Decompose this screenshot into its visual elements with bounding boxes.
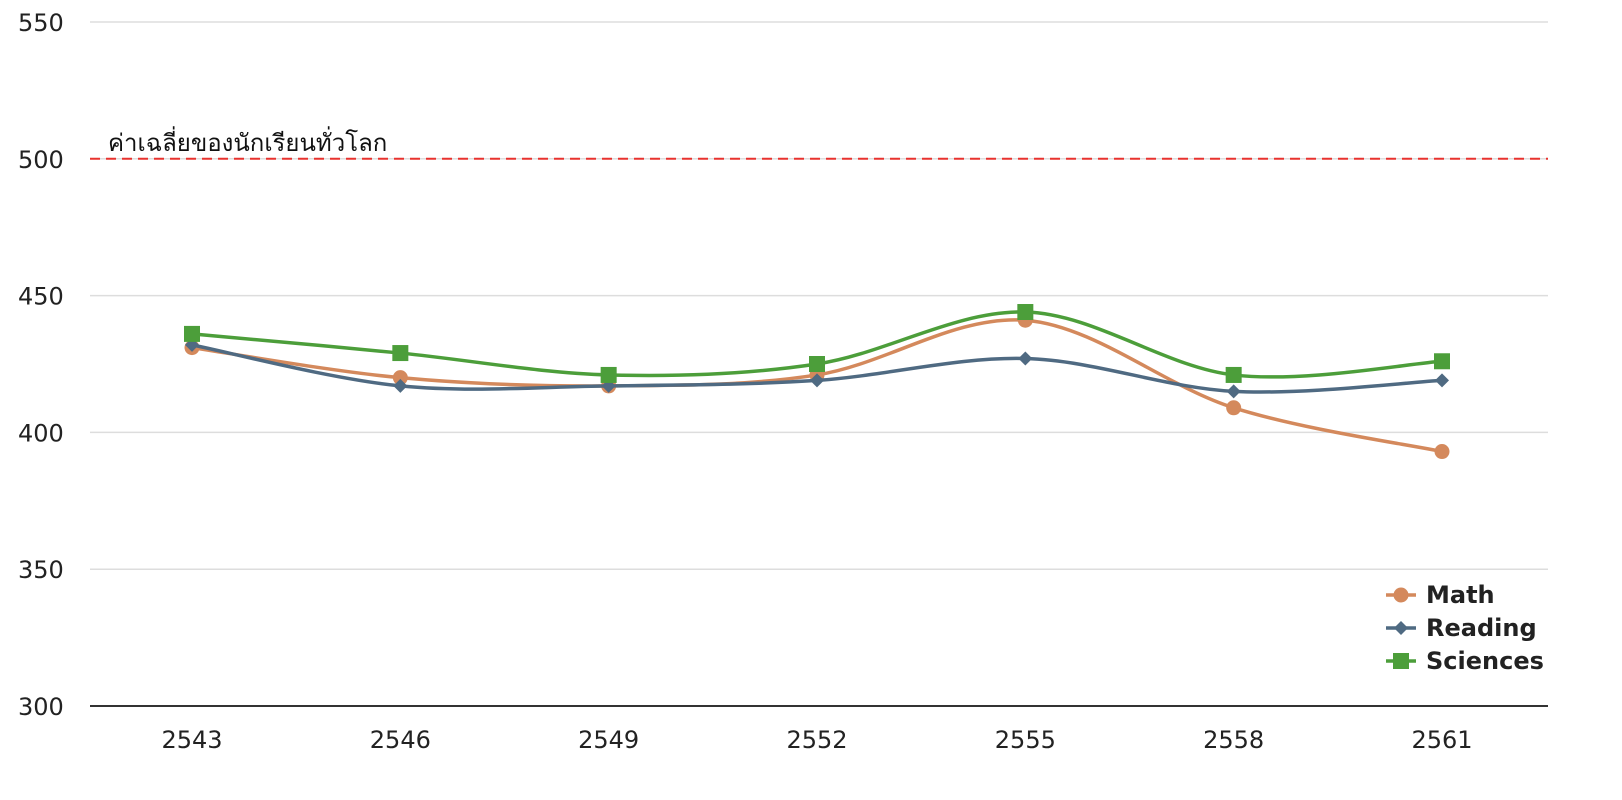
data-point-math — [1434, 444, 1450, 460]
data-point-reading — [810, 373, 824, 388]
x-tick-label: 2543 — [161, 726, 222, 754]
x-tick-label: 2546 — [370, 726, 431, 754]
x-tick-label: 2552 — [786, 726, 847, 754]
gridlines — [90, 21, 1548, 570]
x-tick-label: 2549 — [578, 726, 639, 754]
data-point-sciences — [1225, 366, 1242, 383]
x-tick-label: 2561 — [1411, 726, 1472, 754]
legend-label-reading: Reading — [1426, 614, 1537, 642]
axes: 300 350 400 450 500 550 2543 2546 2549 2552 2555 25… — [18, 9, 1548, 754]
legend-marker-reading — [1394, 621, 1408, 635]
legend-marker-sciences — [1393, 653, 1409, 669]
series-lines — [184, 304, 1450, 460]
y-tick-label: 300 — [18, 693, 64, 721]
world-average-label: ค่าเฉลี่ยของนักเรียนทั่วโลก — [108, 126, 387, 157]
data-point-reading — [1226, 384, 1241, 399]
legend-marker-math — [1393, 587, 1409, 603]
data-point-reading — [393, 378, 408, 393]
data-point-math — [1226, 400, 1242, 416]
y-tick-label: 400 — [18, 419, 64, 447]
y-tick-label: 450 — [18, 283, 64, 311]
legend-label-sciences: Sciences — [1426, 647, 1544, 675]
legend-item-sciences: Sciences — [1386, 647, 1544, 675]
legend: Math Reading Sciences — [1386, 581, 1544, 675]
data-point-sciences — [392, 345, 409, 362]
data-point-sciences — [1434, 353, 1450, 370]
x-tick-label: 2558 — [1203, 726, 1264, 754]
y-tick-label: 500 — [18, 146, 64, 174]
legend-label-math: Math — [1426, 581, 1495, 609]
data-point-sciences — [600, 366, 617, 383]
data-point-math — [392, 370, 408, 386]
y-tick-label: 550 — [18, 9, 64, 37]
series-sciences — [184, 304, 1450, 383]
reference-line-group: ค่าเฉลี่ยของนักเรียนทั่วโลก — [90, 126, 1548, 160]
data-point-sciences — [1017, 304, 1034, 321]
data-point-reading — [1018, 351, 1033, 366]
legend-item-math: Math — [1386, 581, 1495, 609]
legend-item-reading: Reading — [1386, 614, 1537, 642]
x-tick-label: 2555 — [995, 726, 1056, 754]
data-point-sciences — [184, 325, 200, 342]
y-tick-label: 350 — [18, 556, 64, 584]
data-point-sciences — [809, 356, 825, 372]
data-point-reading — [1435, 373, 1449, 388]
